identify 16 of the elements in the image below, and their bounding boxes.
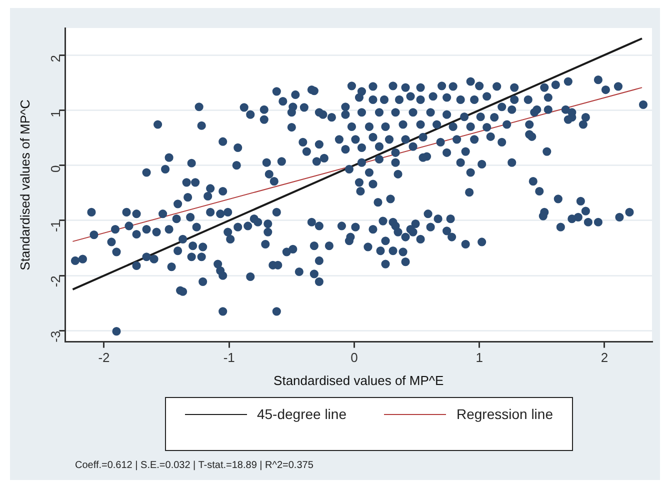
y-tick-label: 2 <box>48 55 63 62</box>
text: Coeff.=0.612 | S.E.=0.032 | T-stat.=18.89 | R^2=0.375 <box>75 460 314 471</box>
x-tick-label: 2 <box>600 350 608 366</box>
x-axis-title: Standardised values of MP^E <box>274 372 444 388</box>
y-tick-label: -2 <box>48 276 63 288</box>
x-tick-label: 0 <box>350 350 358 366</box>
y-tick-label: 1 <box>48 110 63 118</box>
legend-label: 45-degree line <box>256 406 346 422</box>
y-tick-label: -3 <box>48 330 63 342</box>
x-tick-label: -1 <box>223 350 235 366</box>
legend-label: Regression line <box>456 406 553 422</box>
y-tick-label: 0 <box>48 165 63 173</box>
y-tick-label: -1 <box>48 220 63 232</box>
x-tick-label: -2 <box>98 350 110 366</box>
y-axis-title: Standardised values of MP^C <box>17 99 32 270</box>
x-tick-label: 1 <box>476 350 483 366</box>
